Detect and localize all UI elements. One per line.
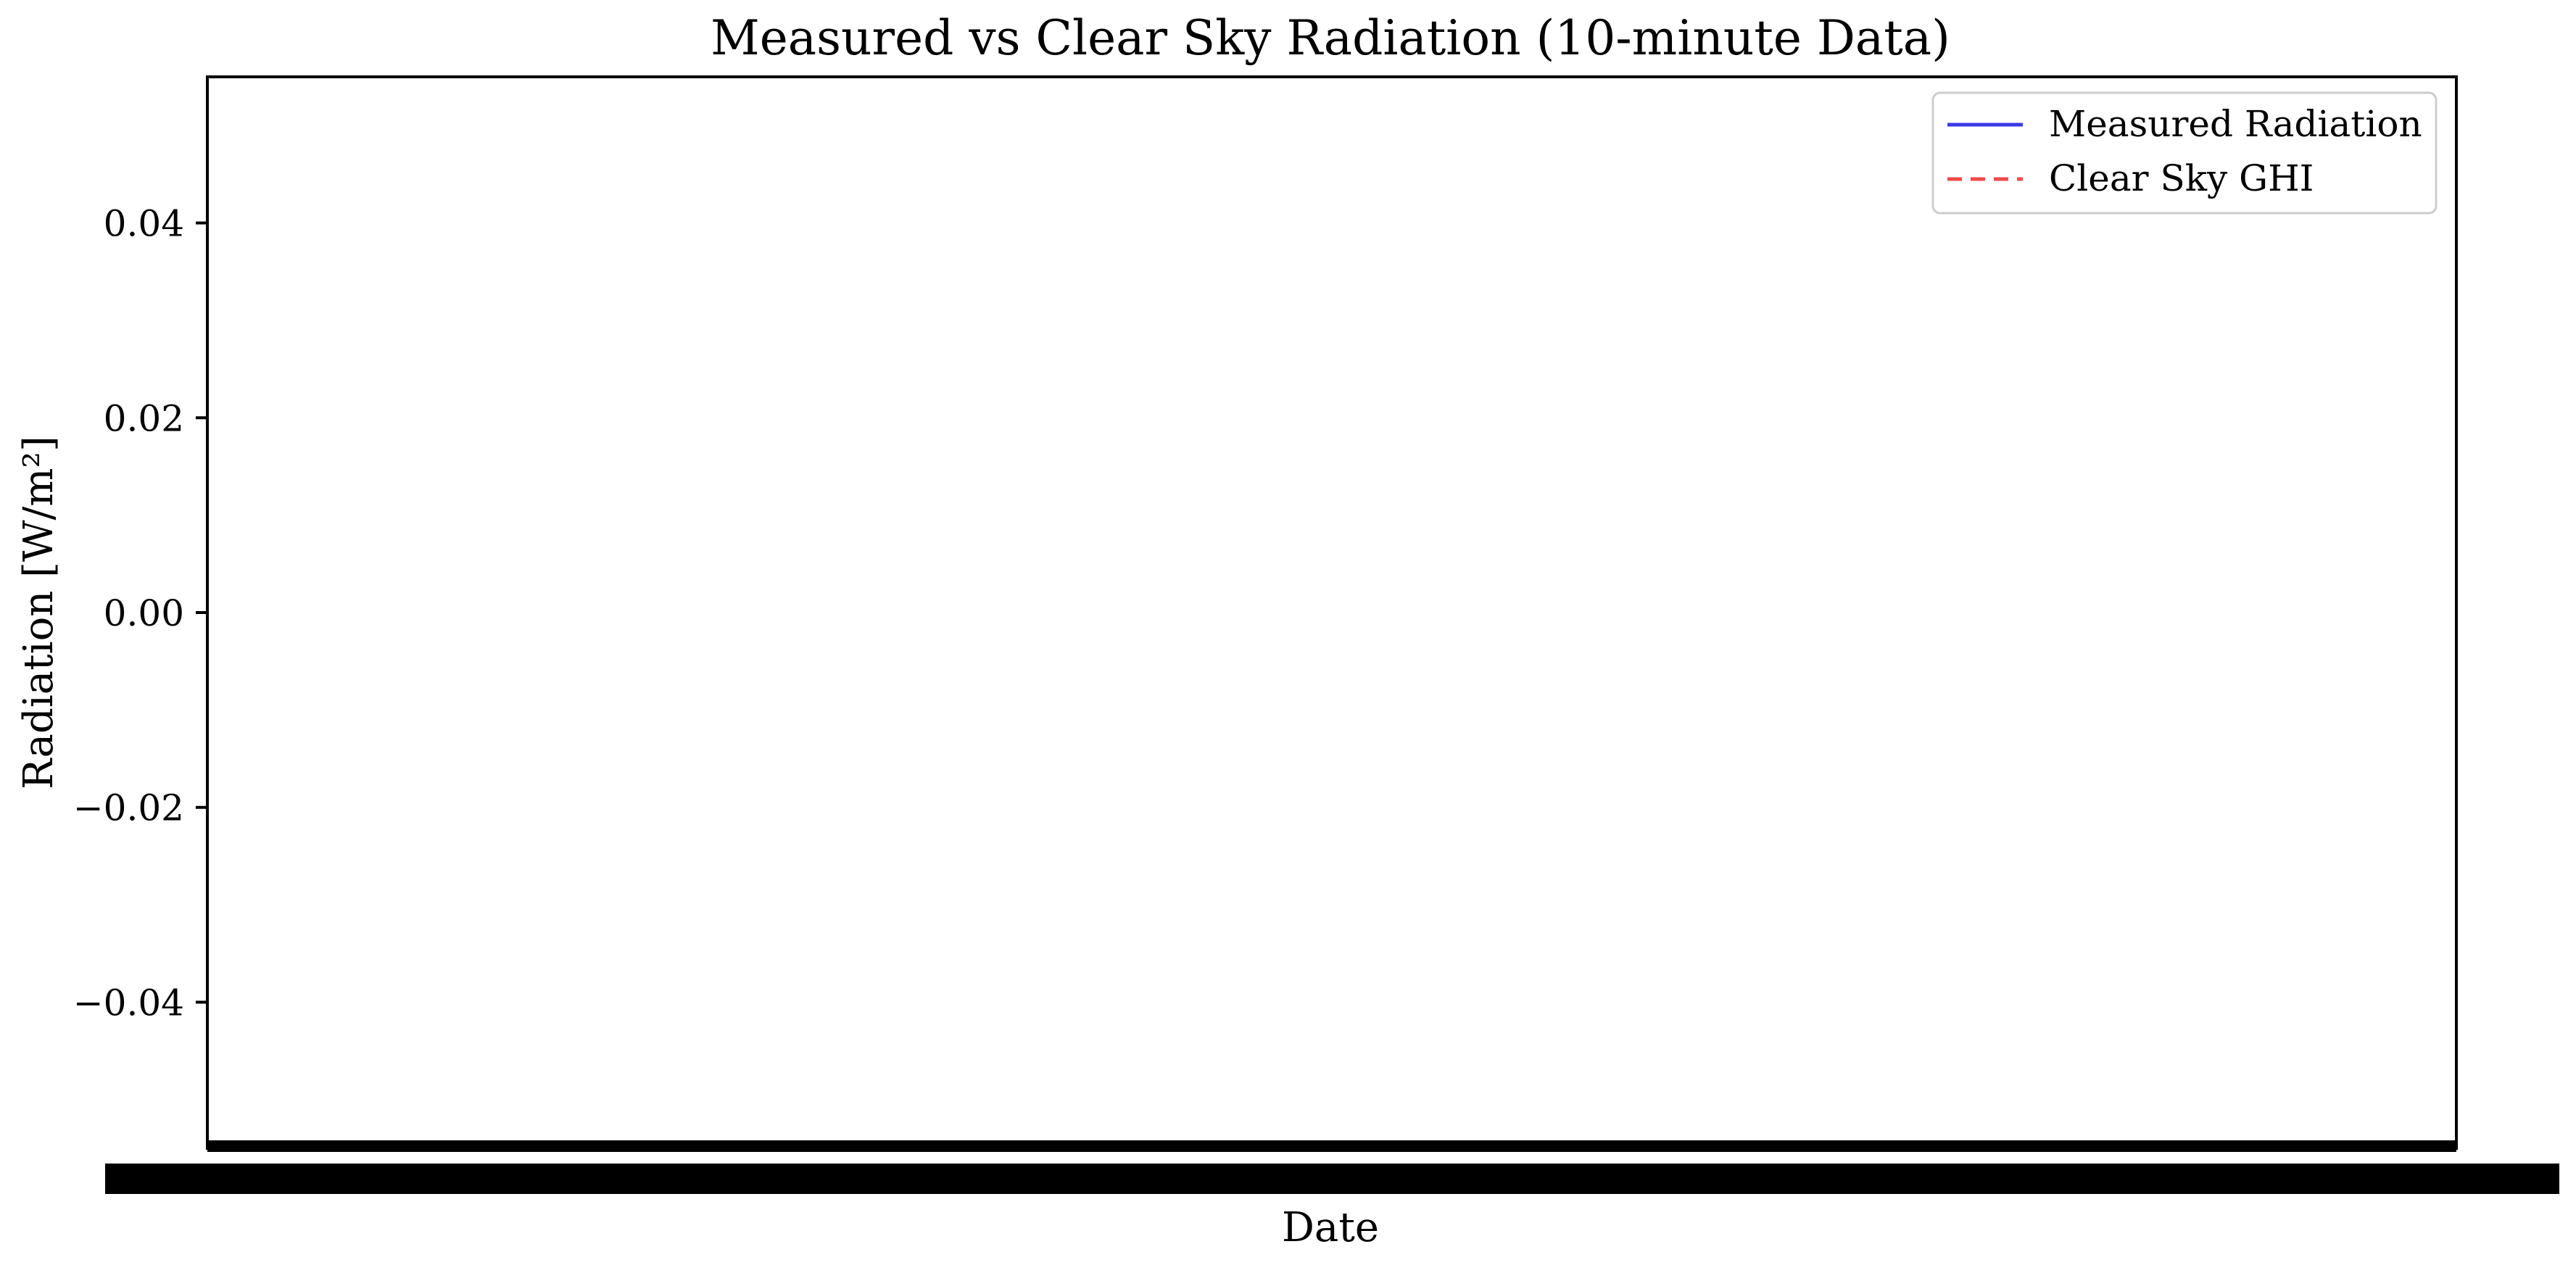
x-tick-labels-overlap xyxy=(105,1164,2559,1194)
y-axis-label: Radiation [W/m²] xyxy=(15,436,62,789)
y-tick-label: 0.00 xyxy=(104,592,184,634)
chart-title: Measured vs Clear Sky Radiation (10-minu… xyxy=(711,10,1950,66)
legend-label-clearsky: Clear Sky GHI xyxy=(2049,157,2314,199)
legend: Measured Radiation Clear Sky GHI xyxy=(1931,91,2438,215)
x-axis-label: Date xyxy=(1282,1204,1379,1251)
y-axis: −0.04 −0.02 0.00 0.02 0.04 xyxy=(73,203,207,1024)
y-tick-label: −0.02 xyxy=(73,787,184,829)
legend-label-measured: Measured Radiation xyxy=(2049,103,2422,145)
legend-box xyxy=(1931,91,2438,215)
y-tick-label: 0.02 xyxy=(104,397,184,439)
plot-area xyxy=(206,75,2458,1150)
x-axis xyxy=(105,1140,2559,1194)
y-tick-label: −0.04 xyxy=(73,982,184,1024)
y-tick-label: 0.04 xyxy=(104,203,184,245)
x-tick-band xyxy=(207,1140,2456,1152)
